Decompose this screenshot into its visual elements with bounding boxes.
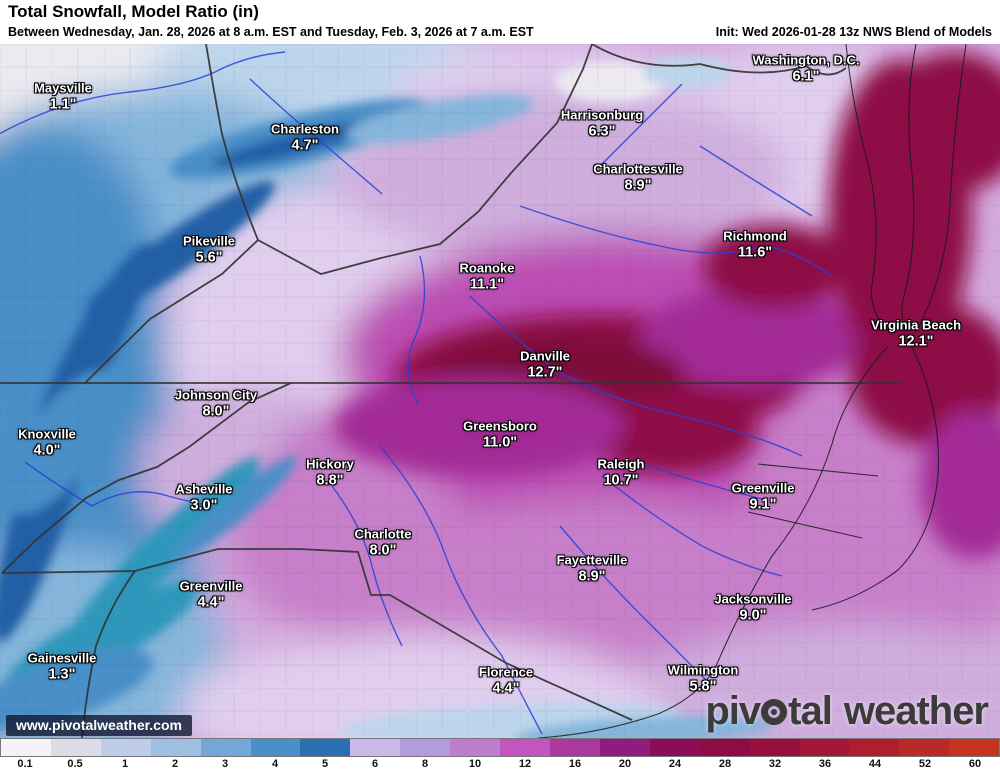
colorbar-label: 28 (718, 758, 732, 770)
colorbar-label: 12 (518, 758, 532, 770)
valid-period: Between Wednesday, Jan. 28, 2026 at 8 a.… (8, 25, 534, 39)
colorbar-label: 0.1 (17, 758, 33, 770)
colorbar-labels: 0.1 0.5 1 2 3 4 5 6 8 10 12 16 20 24 28 32 36 44 52 60 (0, 757, 1000, 772)
colorbar-label: 6 (371, 758, 379, 770)
colorbar: 0.1 0.5 1 2 3 4 5 6 8 10 12 16 20 24 28 32 36 44 52 60 (0, 738, 1000, 772)
colorbar-label: 3 (221, 758, 229, 770)
colorbar-swatch (50, 739, 101, 756)
colorbar-swatch (200, 739, 251, 756)
colorbar-swatch (749, 739, 800, 756)
state-borders (0, 44, 900, 738)
rivers (0, 51, 833, 735)
map-title: Total Snowfall, Model Ratio (in) (8, 2, 259, 21)
header: Total Snowfall, Model Ratio (in) Between… (0, 0, 1000, 44)
colorbar-swatch (1, 739, 51, 756)
colorbar-swatch (799, 739, 850, 756)
colorbar-swatch (300, 739, 351, 756)
colorbar-label: 44 (868, 758, 882, 770)
colorbar-swatch (350, 739, 401, 756)
colorbar-label: 0.5 (67, 758, 83, 770)
colorbar-label: 10 (468, 758, 482, 770)
colorbar-label: 16 (568, 758, 582, 770)
coastlines (537, 44, 967, 738)
colorbar-swatch (699, 739, 750, 756)
colorbar-swatch (100, 739, 151, 756)
colorbar-label: 60 (968, 758, 982, 770)
colorbar-swatch (899, 739, 950, 756)
colorbar-label: 8 (421, 758, 429, 770)
colorbar-swatch (450, 739, 501, 756)
logo-text-weather: weather (843, 689, 989, 733)
county-lines-overlay (0, 44, 1000, 738)
colorbar-swatch (150, 739, 201, 756)
colorbar-label: 4 (271, 758, 279, 770)
snowfall-map: Maysville 1.1" Charleston 4.7" Washington, D… (0, 44, 1000, 738)
snowfall-shading (0, 44, 1000, 738)
watermark: www.pivotalweather.com (6, 715, 192, 736)
colorbar-label: 2 (171, 758, 179, 770)
colorbar-swatch (849, 739, 900, 756)
pivotal-logo-o-icon (761, 699, 788, 725)
colorbar-swatch (549, 739, 600, 756)
colorbar-swatch (500, 739, 550, 756)
colorbar-swatch (400, 739, 451, 756)
logo-text-piv: piv (705, 689, 761, 733)
colorbar-label: 36 (818, 758, 832, 770)
colorbar-label: 32 (768, 758, 782, 770)
colorbar-label: 52 (918, 758, 932, 770)
colorbar-label: 24 (668, 758, 682, 770)
pivotal-weather-logo: piv tal weather (705, 689, 989, 734)
colorbar-label: 5 (321, 758, 329, 770)
colorbar-label: 1 (121, 758, 129, 770)
colorbar-swatch (599, 739, 650, 756)
colorbar-swatch (250, 739, 301, 756)
colorbar-swatch (649, 739, 700, 756)
colorbar-label: 20 (618, 758, 632, 770)
colorbar-swatch (949, 739, 1000, 756)
logo-text-tal: tal (788, 689, 833, 733)
init-info: Init: Wed 2026-01-28 13z NWS Blend of Mo… (715, 25, 992, 39)
colorbar-swatches (0, 738, 1000, 757)
